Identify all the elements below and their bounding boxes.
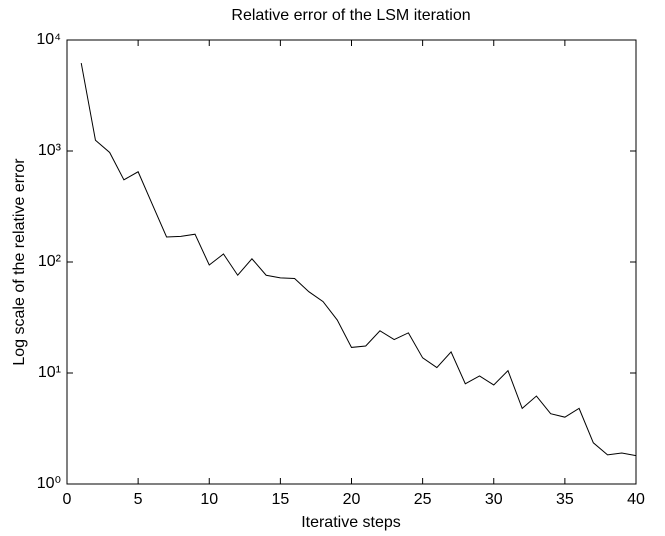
x-tick-label: 10 [200,491,218,508]
plot-frame [66,39,637,485]
data-line [80,62,637,457]
x-tick-label: 30 [485,491,503,508]
x-tick-label: 40 [627,491,645,508]
x-axis-label: Iterative steps [301,514,401,531]
y-tick-label: 10⁴ [36,31,61,48]
y-tick-label: 10⁰ [37,475,61,492]
x-tick-label: 25 [414,491,432,508]
x-tick-label: 0 [63,491,72,508]
x-tick-label: 15 [271,491,289,508]
y-tick-label: 10² [38,253,62,270]
chart-title: Relative error of the LSM iteration [231,7,470,24]
y-tick-label: 10¹ [38,364,61,381]
x-tick-label: 35 [556,491,574,508]
y-tick-label: 10³ [38,142,62,159]
x-tick-label: 20 [343,491,361,508]
y-axis-label: Log scale of the relative error [11,158,28,366]
x-tick-label: 5 [134,491,143,508]
